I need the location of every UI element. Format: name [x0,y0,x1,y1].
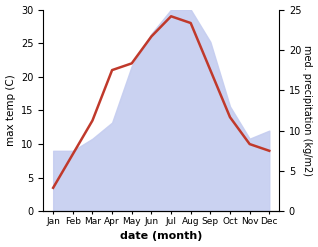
Y-axis label: med. precipitation (kg/m2): med. precipitation (kg/m2) [302,45,313,176]
X-axis label: date (month): date (month) [120,231,203,242]
Y-axis label: max temp (C): max temp (C) [5,75,16,146]
